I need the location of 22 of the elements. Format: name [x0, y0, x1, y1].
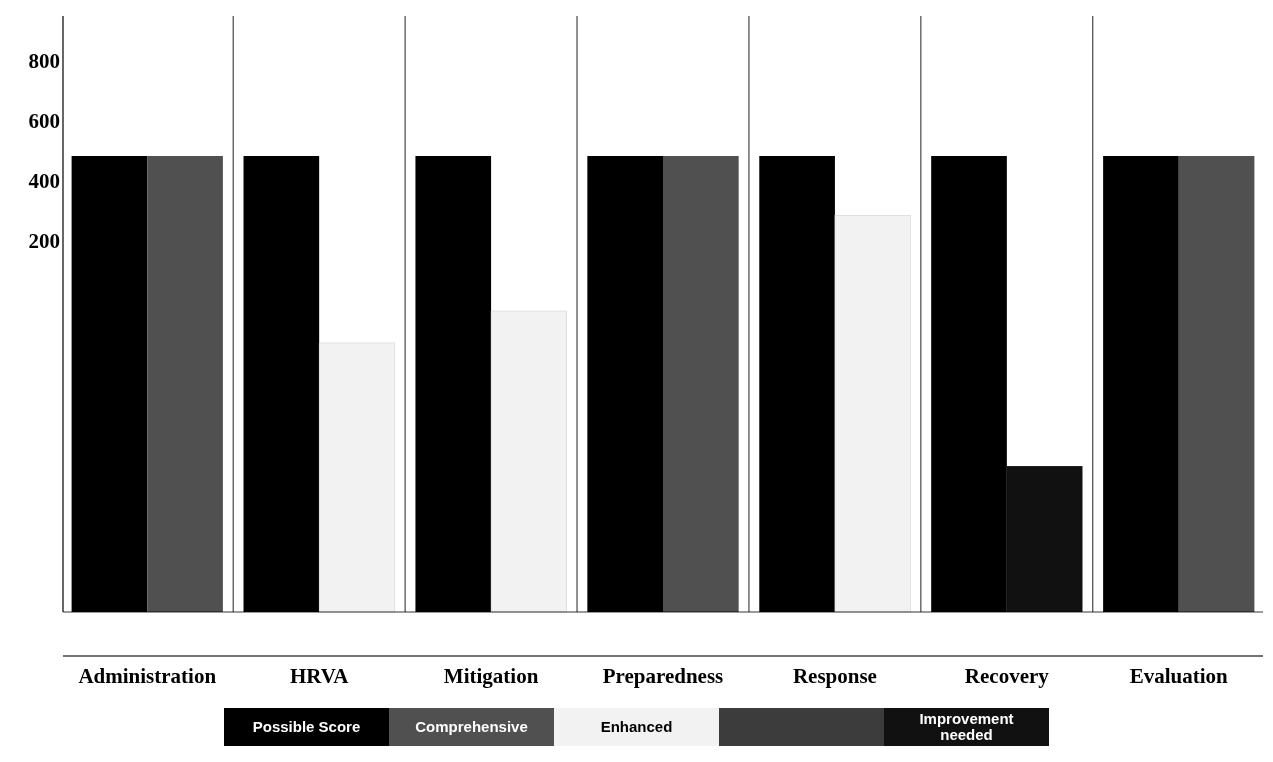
x-tick-label: Response	[792, 664, 877, 688]
text: 800	[28, 49, 60, 74]
x-tick-label: HRVA	[289, 664, 350, 688]
bar	[318, 342, 396, 613]
bar	[663, 156, 739, 612]
x-tick-label: Preparedness	[602, 664, 724, 688]
text: Possible Score	[252, 718, 361, 736]
bar	[1006, 466, 1083, 612]
text: Enhanced	[600, 718, 673, 736]
bar	[834, 215, 911, 613]
text: 600	[28, 109, 60, 134]
x-tick-label: Recovery	[964, 664, 1050, 688]
x-tick-label: Mitigation	[443, 664, 539, 688]
bar	[490, 310, 567, 613]
text: 200	[28, 229, 60, 254]
text: Comprehensive	[415, 718, 528, 736]
text: 400	[28, 169, 60, 194]
bar	[1178, 156, 1255, 612]
bar	[147, 156, 223, 612]
text: Improvement needed	[919, 710, 1014, 744]
x-tick-label: Evaluation	[1129, 664, 1229, 688]
x-tick-label: Administration	[78, 664, 217, 688]
